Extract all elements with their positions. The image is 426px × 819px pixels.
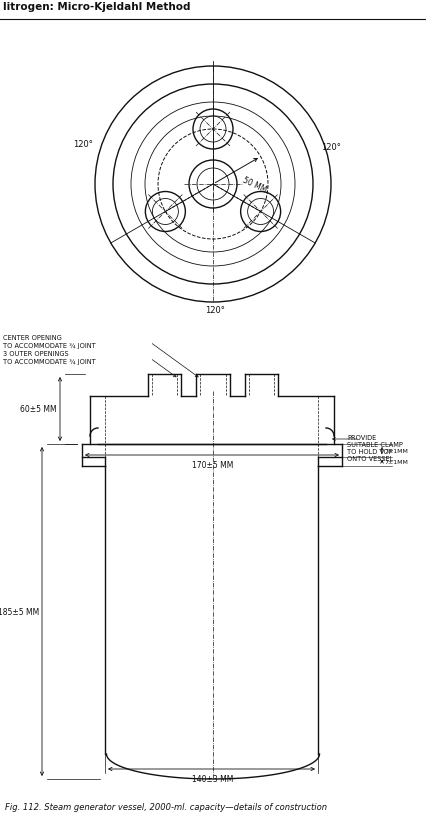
Text: 185±5 MM: 185±5 MM [0,607,39,616]
Text: TO ACCOMMODATE ¾ JOINT: TO ACCOMMODATE ¾ JOINT [3,359,96,364]
Text: CENTER OPENING: CENTER OPENING [3,335,62,341]
Text: 120°: 120° [205,305,225,314]
Text: litrogen: Micro-Kjeldahl Method: litrogen: Micro-Kjeldahl Method [3,2,190,12]
Text: 120°: 120° [73,140,93,149]
Text: 50 MM: 50 MM [241,176,268,195]
Text: Fig. 112. Steam generator vessel, 2000-ml. capacity—details of construction: Fig. 112. Steam generator vessel, 2000-m… [5,802,327,811]
Text: 60±5 MM: 60±5 MM [20,405,57,414]
Text: 170±5 MM: 170±5 MM [192,460,234,469]
Text: PROVIDE
SUITABLE CLAMP
TO HOLD TOP
ONTO VESSEL: PROVIDE SUITABLE CLAMP TO HOLD TOP ONTO … [347,434,403,461]
Text: 140±3 MM: 140±3 MM [192,774,234,783]
Text: 3 OUTER OPENINGS: 3 OUTER OPENINGS [3,351,69,356]
Text: TO ACCOMMODATE ¾ JOINT: TO ACCOMMODATE ¾ JOINT [3,342,96,349]
Text: 120°: 120° [321,143,341,152]
Text: 7±1MM: 7±1MM [384,459,408,464]
Text: 7±1MM: 7±1MM [384,449,408,454]
